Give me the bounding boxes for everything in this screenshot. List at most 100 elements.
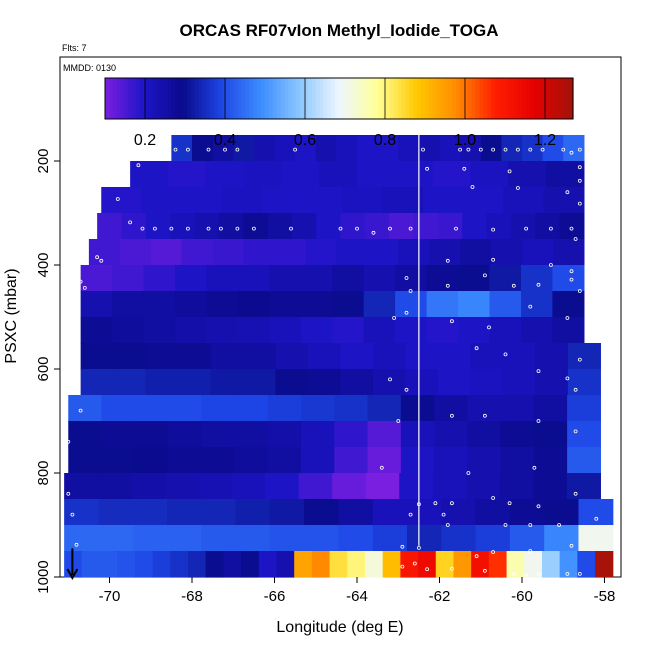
x-axis: -70 -68 -66 -64 -62 -60 -58 [99,577,615,605]
colorbar-segment [530,78,535,119]
colorbar-segment [327,78,332,119]
sample-point [577,178,582,183]
heat-cell [206,317,239,344]
sample-point [408,512,413,517]
colorbar-segment [335,78,340,119]
heat-cell [304,525,340,552]
heat-cell [170,551,189,578]
heat-cell [510,213,536,240]
heat-cell [541,551,561,578]
heat-cell [563,135,585,162]
bottom-arrow [66,548,79,581]
heat-cell [508,161,547,188]
colorbar-segment [136,78,141,119]
sample-point [503,352,508,357]
sample-point [577,357,582,362]
sample-points [66,147,599,577]
heat-cell [201,447,236,474]
heat-cell [460,239,492,266]
heatmap-cells [64,135,614,578]
heat-cell [407,499,442,526]
heat-cell [80,369,114,396]
heat-cell [210,369,244,396]
heat-cell [233,135,255,162]
sample-point [573,387,578,392]
x-tick-label: -60 [511,588,533,605]
heat-cell [467,421,502,448]
heat-cell [567,421,601,448]
heat-cell [68,395,103,422]
heat-cell [80,317,113,344]
heat-cell [595,551,614,578]
sample-point [169,226,174,231]
colorbar-segment [112,78,118,119]
sample-point [569,277,574,282]
heat-cell [300,317,333,344]
heat-cell [80,265,113,292]
heat-cell [382,187,424,214]
heat-cell [145,343,179,370]
heat-cell [395,317,428,344]
heat-cell [134,551,154,578]
colorbar-segment [424,78,430,119]
sample-point [491,227,496,232]
sample-point [416,502,421,507]
heat-cell [80,343,114,370]
colorbar-segment [280,78,285,119]
heat-cell [544,525,580,552]
colorbar-segment [331,78,336,119]
heat-cell [134,421,169,448]
heat-cell [192,135,214,162]
sample-point [503,523,508,527]
heat-cell [437,213,463,240]
heat-cell [308,369,342,396]
sample-point [433,501,438,506]
heat-cell [418,551,437,578]
heat-cell [432,473,467,500]
colorbar-segment [292,78,297,119]
heat-cell [543,187,585,214]
heat-cell [520,265,554,292]
heat-cell [466,473,501,500]
sample-point [482,568,487,573]
sample-point [449,413,454,418]
heat-cell [398,135,420,162]
heat-cell [340,343,374,370]
sample-point [206,226,211,231]
sample-point [441,512,446,517]
sample-point [482,273,487,278]
flights-label: Flts: 7 [62,43,87,53]
sample-point [449,566,454,571]
colorbar-segment [307,78,313,119]
heat-cell [131,473,166,500]
sample-point [577,201,582,206]
sample-point [549,226,553,231]
heat-cell [405,369,439,396]
sample-point [466,147,471,152]
sample-point [74,542,79,547]
colorbar-segment [296,78,301,119]
heat-cell [398,239,430,266]
heat-cell [167,161,207,188]
heat-cell [269,291,302,318]
heat-cell [434,447,468,474]
sample-point [466,471,471,475]
sample-point [454,226,458,231]
heat-cell [258,551,278,578]
colorbar-segment [151,78,157,119]
sample-point [416,546,421,550]
x-tick-label: -66 [264,588,286,605]
colorbar-segment [120,78,126,119]
colorbar-segment [428,78,434,119]
colorbar-segment [300,78,305,119]
colorbar-segment [378,78,383,119]
colorbar-segment [545,78,551,119]
colorbar-segment [444,78,449,119]
sample-point [404,276,409,280]
heat-cell [171,135,193,162]
heat-cell [143,291,176,318]
colorbar-segment [459,78,465,119]
sample-point [136,163,141,168]
heat-cell [295,135,317,162]
